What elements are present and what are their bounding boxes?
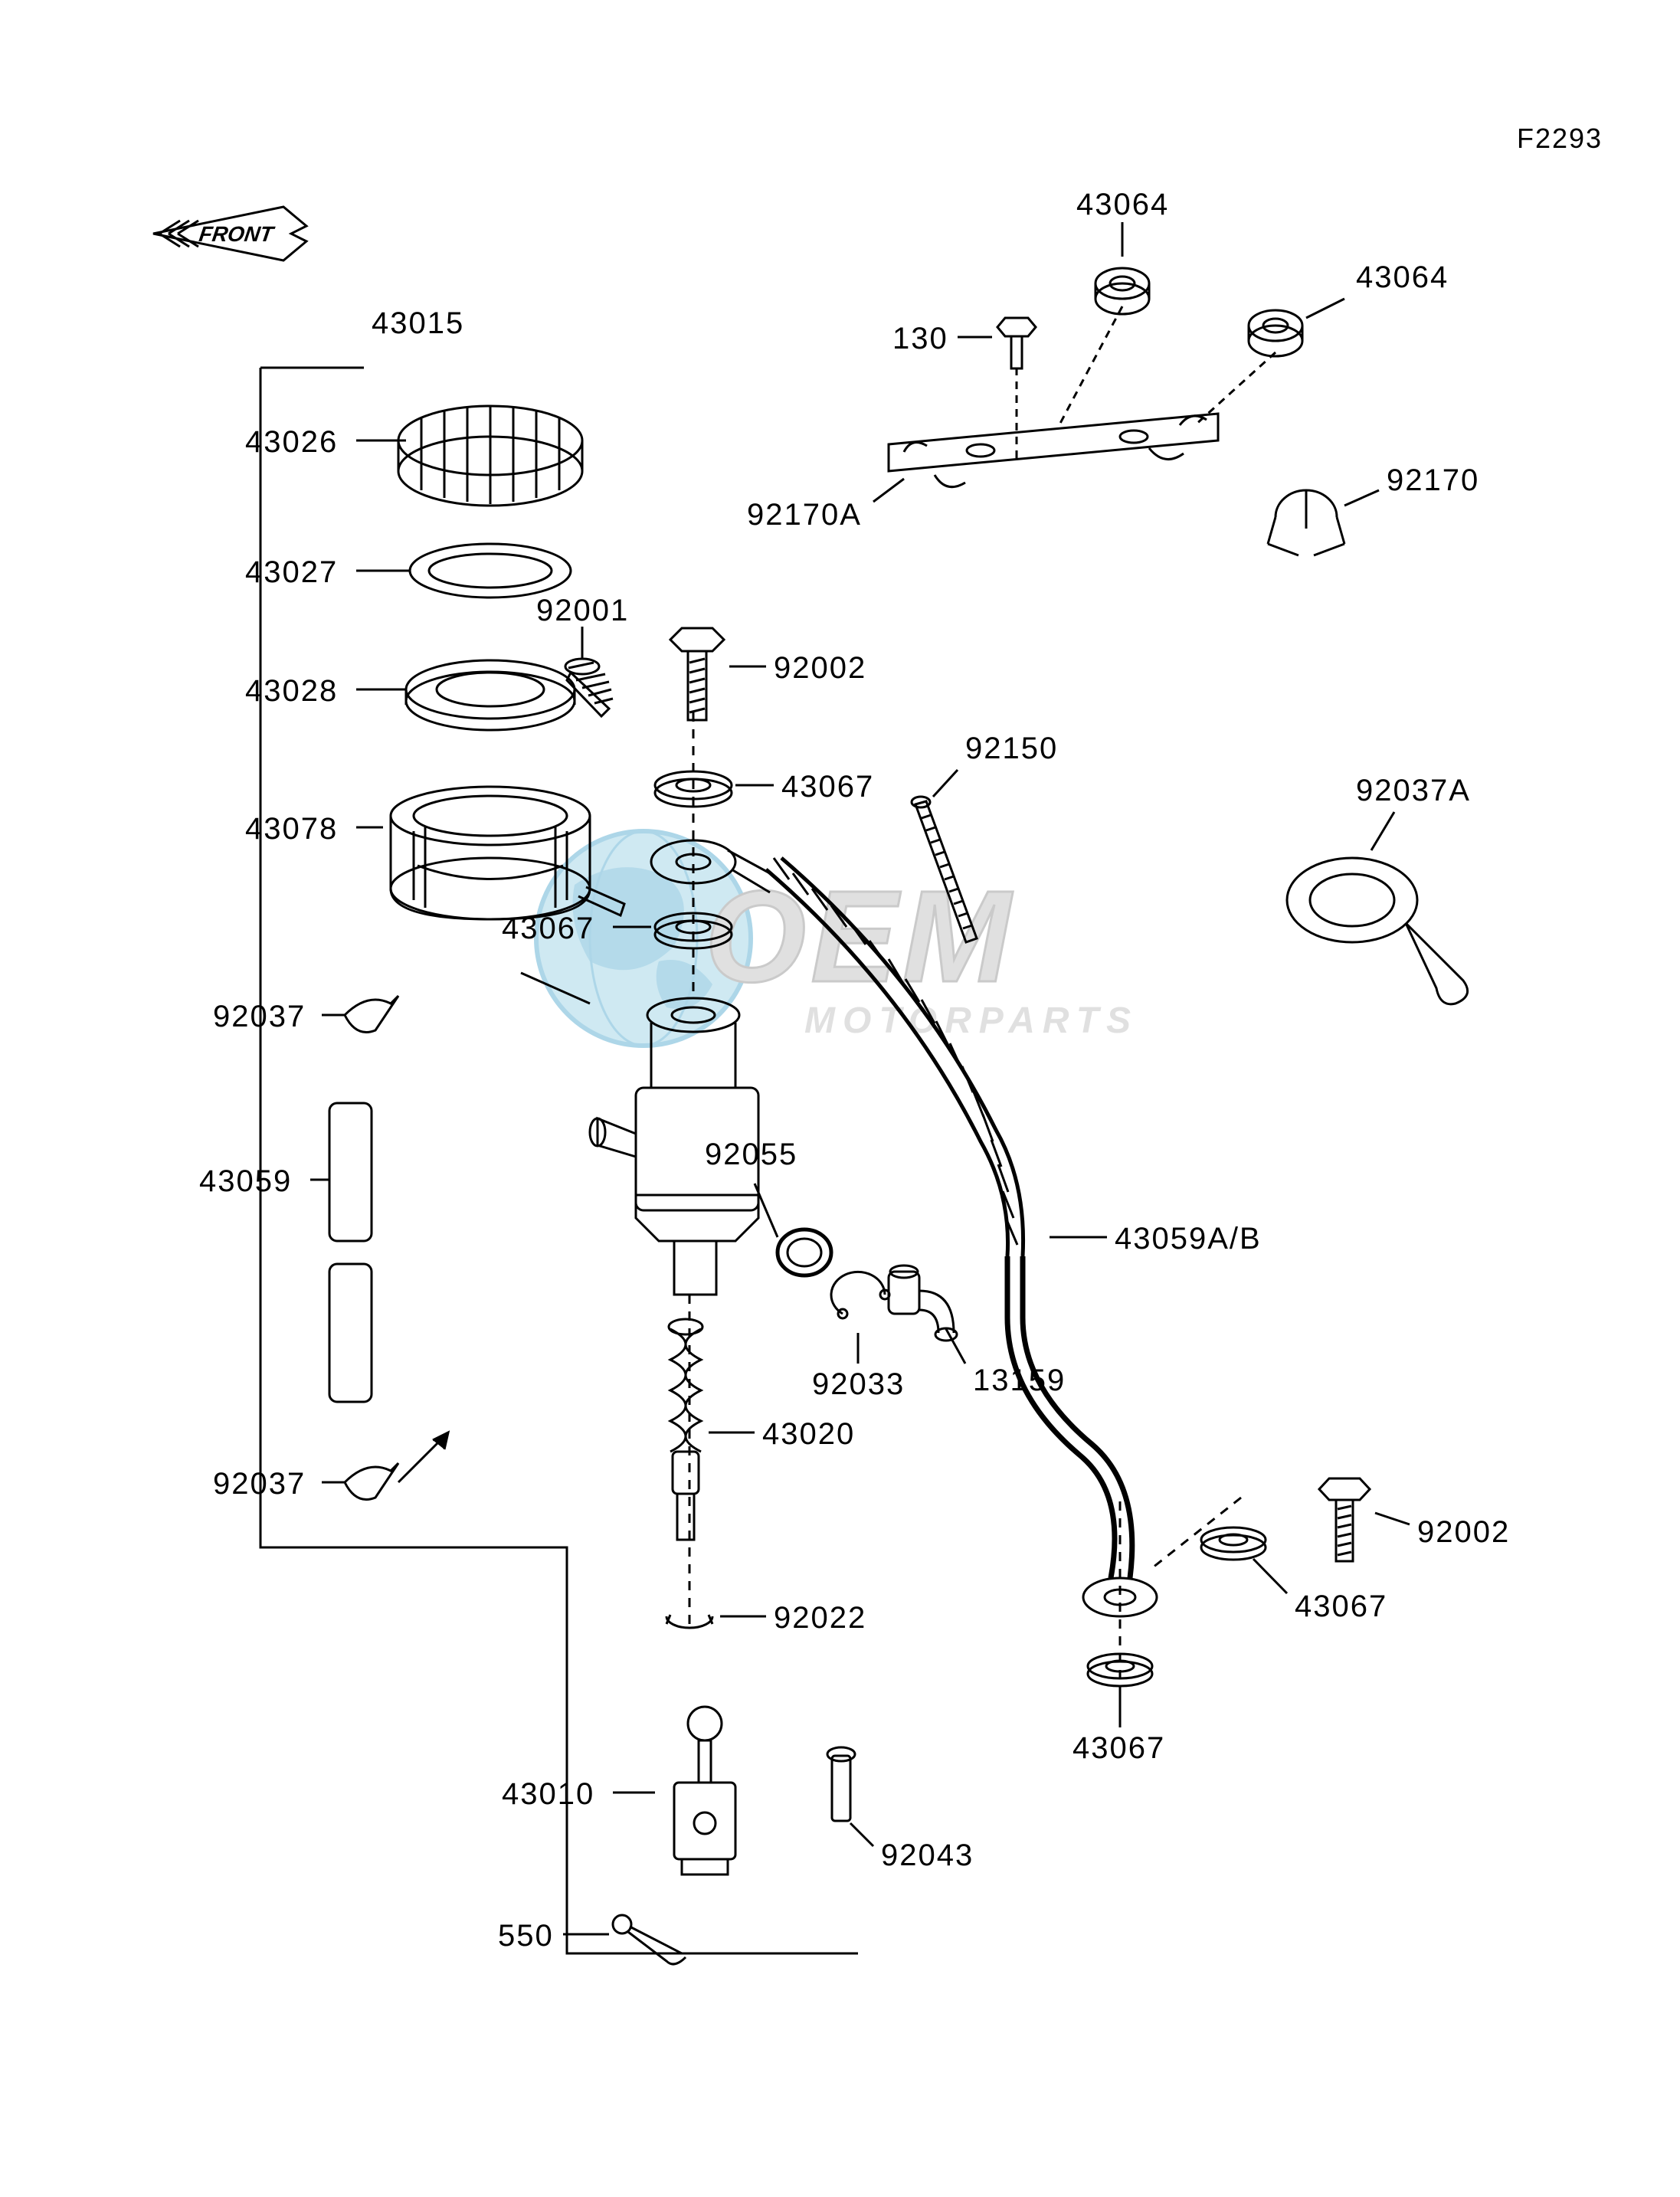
label-43026: 43026 [245, 425, 338, 460]
label-43064-b: 43064 [1356, 260, 1449, 295]
label-43078: 43078 [245, 812, 338, 846]
label-43067-mid: 43067 [502, 912, 594, 946]
label-43015: 43015 [372, 306, 464, 341]
front-arrow-text: FRONT [198, 222, 275, 247]
label-92022: 92022 [774, 1601, 866, 1635]
figure-code: F2293 [1517, 123, 1603, 155]
label-92055: 92055 [705, 1138, 797, 1172]
label-43067-upper: 43067 [781, 770, 874, 804]
label-92150: 92150 [965, 732, 1058, 766]
label-43067-lower1: 43067 [1295, 1590, 1387, 1624]
label-43020: 43020 [762, 1417, 855, 1452]
label-43027: 43027 [245, 555, 338, 590]
label-92037a-clamp: 92037A [1356, 774, 1471, 808]
label-92002-upper: 92002 [774, 651, 866, 686]
label-43059: 43059 [199, 1164, 292, 1199]
label-92037-upper: 92037 [213, 1000, 306, 1034]
label-92002-lower: 92002 [1417, 1515, 1510, 1550]
label-43028: 43028 [245, 674, 338, 709]
label-13159: 13159 [973, 1364, 1066, 1398]
label-92033: 92033 [812, 1367, 905, 1402]
label-92043: 92043 [881, 1838, 974, 1873]
exploded-diagram [0, 0, 1680, 2197]
label-43059ab: 43059A/B [1115, 1222, 1262, 1256]
label-92001: 92001 [536, 594, 629, 628]
label-550: 550 [498, 1919, 554, 1953]
label-43067-lower2: 43067 [1073, 1731, 1165, 1766]
label-92037-lower: 92037 [213, 1467, 306, 1501]
label-130: 130 [892, 322, 948, 356]
label-92170a: 92170A [747, 498, 862, 532]
label-92170: 92170 [1387, 463, 1479, 498]
label-43010: 43010 [502, 1777, 594, 1812]
label-43064-a: 43064 [1076, 188, 1169, 222]
